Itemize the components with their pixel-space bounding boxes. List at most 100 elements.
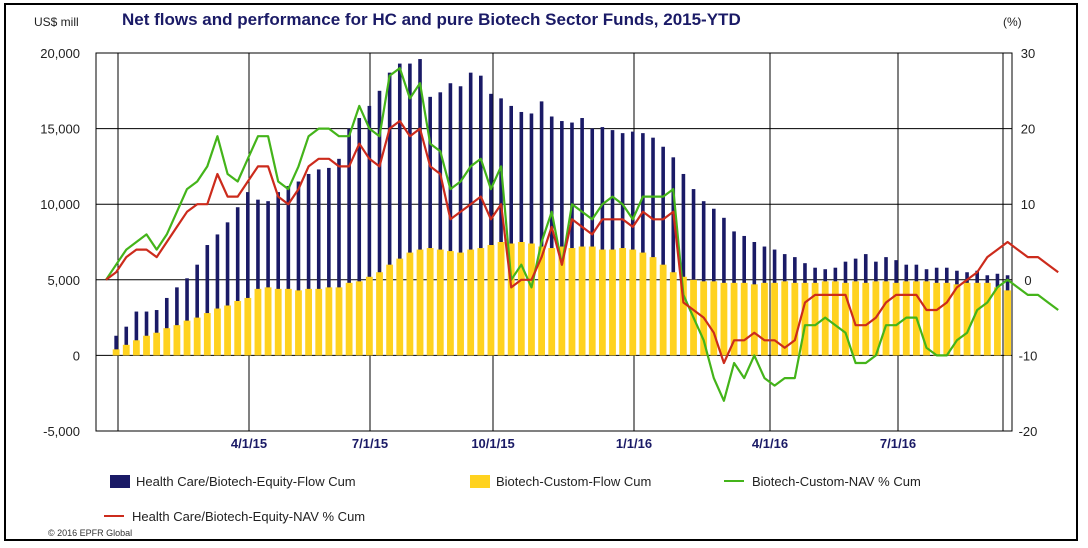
legend-biotech-nav-label: Biotech-Custom-NAV % Cum	[752, 474, 921, 489]
hc-flow-bar	[691, 189, 696, 356]
biotech-flow-bar	[639, 252, 647, 356]
biotech-flow-bar	[376, 272, 383, 356]
legend-hc-nav-label: Health Care/Biotech-Equity-NAV % Cum	[132, 509, 366, 524]
biotech-flow-bar	[750, 284, 758, 356]
biotech-flow-bar	[396, 258, 404, 356]
biotech-flow-bar	[467, 249, 475, 356]
biotech-flow-bar	[761, 282, 768, 356]
legend-biotech-nav: Biotech-Custom-NAV % Cum	[724, 474, 921, 489]
biotech-flow-bar	[943, 282, 951, 356]
biotech-flow-bar	[132, 340, 140, 356]
biotech-flow-bar	[710, 281, 718, 356]
biotech-flow-bar	[953, 284, 961, 356]
biotech-flow-bar	[781, 281, 789, 356]
y2-tick-label: -10	[1019, 348, 1038, 363]
hc-flow-bar	[387, 72, 392, 356]
biotech-flow-bar	[355, 281, 363, 356]
legend-biotech-flow: Biotech-Custom-Flow Cum	[470, 474, 651, 489]
legend-hc-nav-swatch	[104, 515, 124, 517]
hc-flow-bar	[428, 96, 432, 356]
hc-flow-bar	[266, 201, 270, 356]
biotech-flow-bar	[558, 246, 566, 356]
hc-flow-bar	[408, 63, 412, 356]
x-tick-label: 10/1/15	[471, 436, 514, 451]
hc-flow-bar	[519, 111, 524, 356]
biotech-flow-bar	[284, 288, 292, 356]
biotech-flow-bar	[588, 246, 596, 356]
biotech-flow-bar	[629, 249, 637, 356]
biotech-flow-bar	[528, 243, 535, 356]
y-tick-label: 5,000	[47, 273, 80, 288]
biotech-flow-bar	[457, 252, 464, 356]
biotech-flow-bar	[862, 282, 870, 356]
biotech-flow-bar	[730, 282, 738, 356]
y2-tick-label: 10	[1021, 197, 1035, 212]
biotech-flow-bar	[264, 287, 272, 356]
biotech-flow-bar	[224, 305, 231, 356]
biotech-flow-bar	[680, 276, 687, 356]
hc-flow-bar	[306, 173, 311, 356]
hc-flow-bar	[458, 86, 463, 356]
y2-tick-label: 20	[1021, 122, 1035, 137]
hc-flow-bar	[701, 201, 706, 356]
hc-flow-bar	[641, 133, 645, 356]
hc-flow-bar	[620, 133, 625, 356]
hc-flow-bar	[671, 157, 676, 356]
x-tick-label: 7/1/15	[352, 436, 388, 451]
biotech-flow-bar	[345, 282, 353, 356]
legend-hc-flow: Health Care/Biotech-Equity-Flow Cum	[110, 474, 356, 489]
hc-flow-bar	[499, 98, 503, 356]
biotech-flow-bar	[923, 281, 930, 356]
hc-flow-bar	[195, 264, 199, 356]
biotech-flow-bar	[548, 248, 556, 356]
biotech-flow-bar	[487, 245, 495, 356]
hc-flow-bar	[357, 118, 362, 356]
biotech-flow-bar	[335, 287, 343, 356]
hc-flow-bar	[367, 105, 372, 356]
hc-flow-bar	[651, 137, 655, 356]
chart-title: Net flows and performance for HC and pur…	[122, 10, 741, 29]
biotech-flow-bar	[244, 297, 252, 356]
biotech-flow-bar	[842, 282, 849, 356]
hc-flow-bar	[610, 130, 615, 356]
biotech-flow-bar	[325, 287, 333, 356]
biotech-flow-bar	[305, 288, 312, 356]
hc-flow-bar	[560, 121, 564, 356]
biotech-flow-bar	[274, 288, 282, 356]
biotech-flow-bar	[720, 282, 728, 356]
biotech-flow-bar	[1004, 290, 1011, 356]
biotech-flow-bar	[203, 313, 211, 356]
hc-flow-bar	[124, 326, 129, 356]
hc-flow-bar	[600, 127, 605, 356]
hc-flow-bar	[185, 278, 189, 356]
biotech-flow-bar	[416, 249, 424, 356]
hc-flow-bar	[347, 128, 351, 356]
y2-tick-label: -20	[1019, 424, 1038, 439]
biotech-flow-bar	[447, 251, 454, 356]
biotech-flow-bar	[234, 300, 242, 356]
hc-flow-bar	[316, 169, 321, 356]
hc-flow-bar	[529, 113, 534, 356]
x-tick-label: 4/1/15	[231, 436, 267, 451]
biotech-flow-bar	[882, 281, 890, 356]
y-tick-label: 10,000	[40, 197, 80, 212]
hc-flow-bar	[286, 186, 291, 356]
right-axis-unit: (%)	[1003, 15, 1022, 29]
biotech-flow-bar	[143, 335, 150, 356]
hc-flow-bar	[377, 90, 382, 356]
biotech-flow-bar	[963, 282, 971, 356]
hc-flow-bar	[509, 105, 513, 356]
hc-flow-bar	[276, 192, 281, 356]
biotech-flow-bar	[538, 246, 545, 356]
biotech-flow-bar	[193, 317, 201, 356]
hc-flow-bar	[479, 75, 483, 356]
biotech-flow-bar	[994, 287, 1001, 356]
hc-flow-bar	[438, 92, 443, 356]
biotech-flow-bar	[122, 344, 130, 356]
hc-flow-bar	[418, 59, 422, 356]
hc-flow-bar	[327, 167, 331, 356]
x-tick-label: 7/1/16	[880, 436, 916, 451]
biotech-flow-bar	[973, 282, 981, 356]
biotech-flow-bar	[892, 282, 900, 356]
biotech-flow-bar	[578, 246, 586, 356]
